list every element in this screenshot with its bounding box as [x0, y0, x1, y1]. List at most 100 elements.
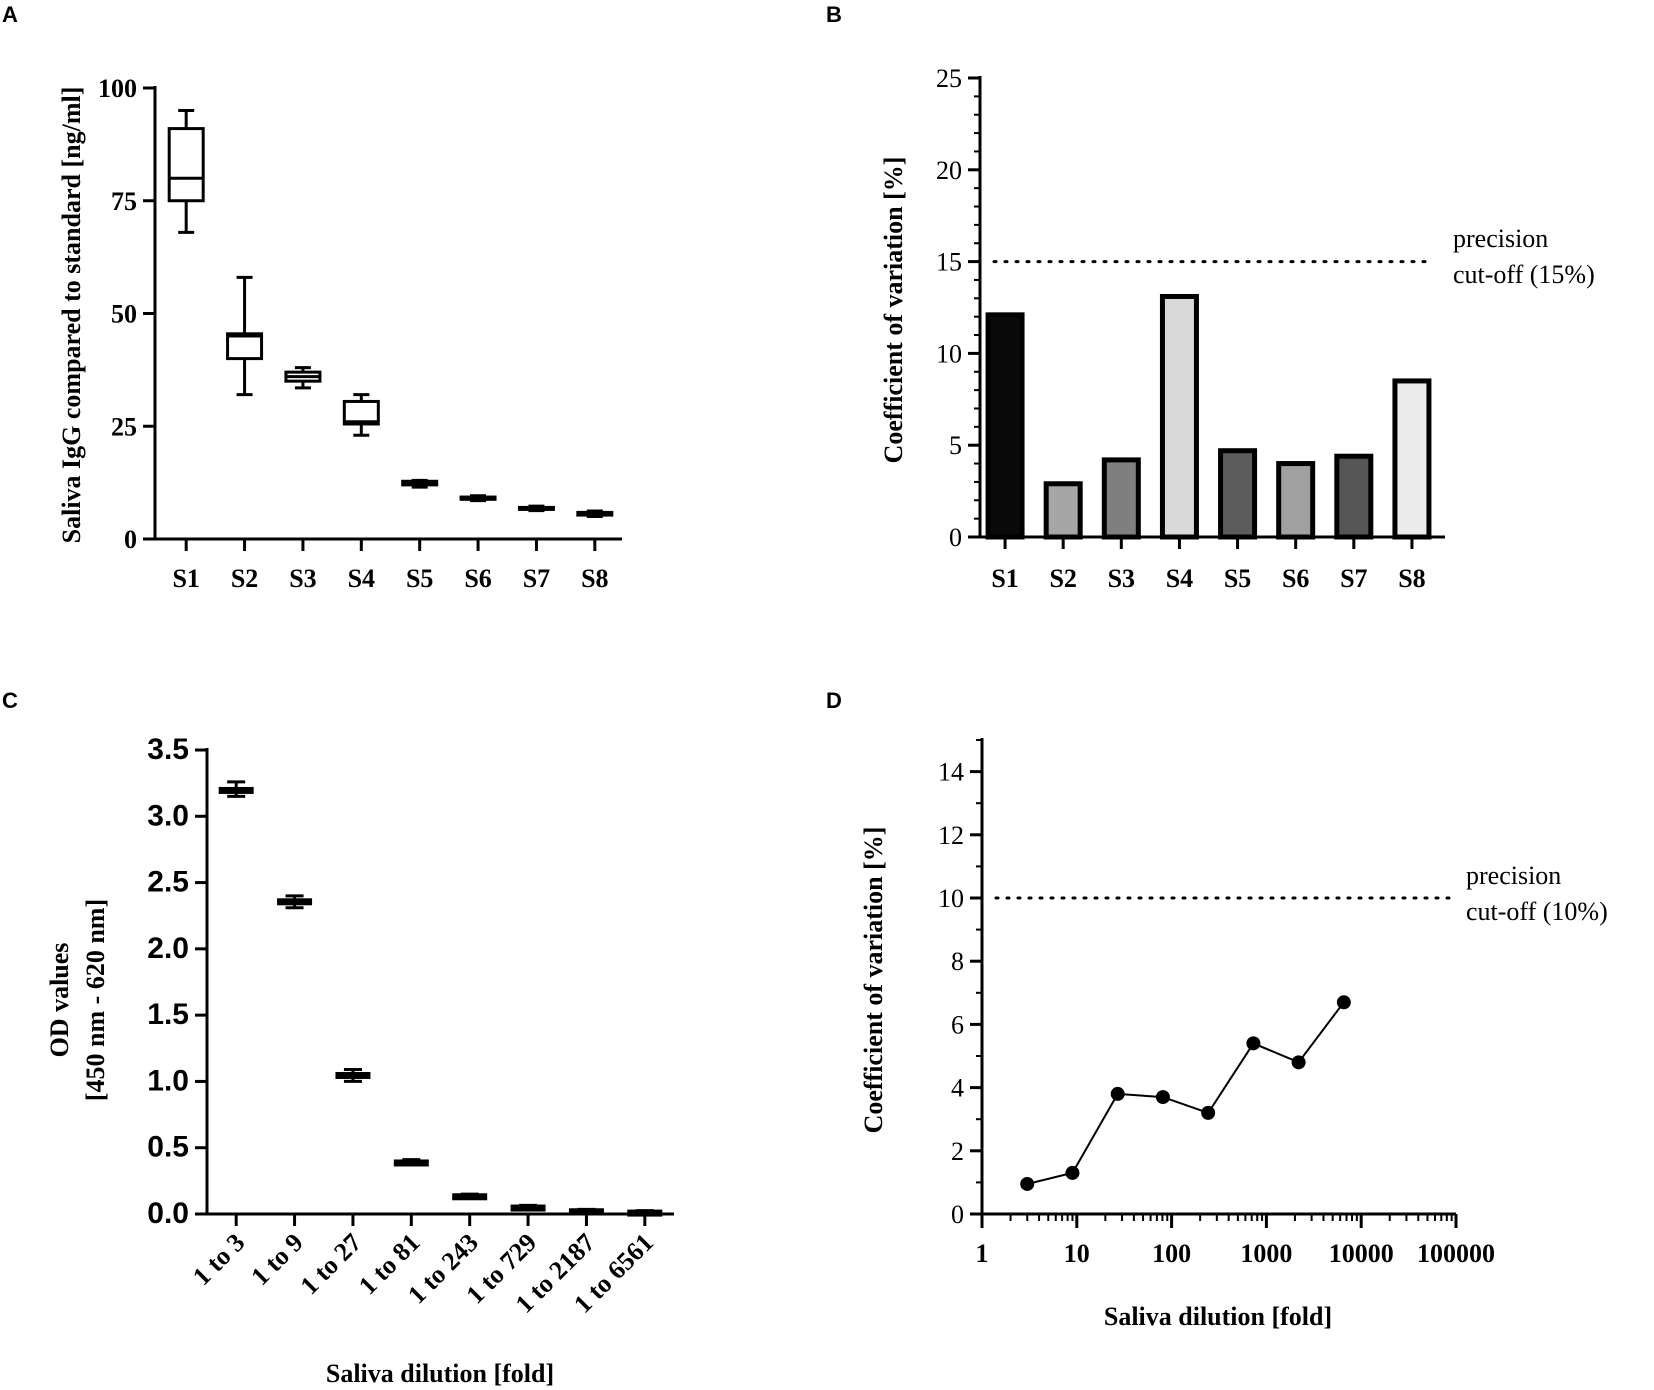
chart-d-y-tick-label: 0 [951, 1200, 964, 1229]
chart-a-box-rect [167, 127, 205, 203]
chart-c-box-rect [335, 1071, 371, 1079]
chart-b-ylabel: Coefficient of variation [%] [879, 157, 908, 464]
chart-c-box-rect [393, 1159, 429, 1167]
chart-a-y-tick-label: 50 [111, 300, 137, 329]
chart-a-y-tick-label: 100 [98, 74, 137, 103]
chart-d-y-tick-label: 2 [951, 1137, 964, 1166]
chart-c-marks [218, 780, 663, 1217]
chart-d-x-tick-label: 10 [1064, 1239, 1090, 1268]
chart-d-point [1201, 1105, 1216, 1120]
chart-d-point [1155, 1090, 1170, 1105]
panel-letter-c: C [2, 688, 18, 713]
chart-b-y-tick-label: 5 [949, 431, 962, 460]
chart-d-ref-label-line2: cut-off (10%) [1466, 897, 1608, 926]
chart-c-y-tick-label: 2.0 [147, 932, 189, 965]
chart-d-y-tick-label: 10 [938, 884, 964, 913]
chart-c-y-tick-label: 1.5 [147, 998, 189, 1031]
chart-b-x-tick-label: S5 [1224, 564, 1251, 593]
chart-d-point [1291, 1055, 1306, 1070]
chart-d-y-tick-label: 14 [938, 758, 964, 787]
chart-a-axes: 0 25 50 75 100 S1 S2 S3 S4 S5 S6 S7 S8 [98, 74, 622, 593]
chart-b: 0 5 10 15 20 25 S1 S2 S3 S4 S5 S6 S7 S8 Coefficient o… [879, 64, 1595, 593]
chart-b-x-tick-label: S4 [1166, 564, 1193, 593]
chart-a-box [342, 393, 380, 437]
chart-c-box [277, 894, 313, 910]
chart-a-x-tick-label: S5 [406, 564, 433, 593]
chart-c-box-rect [510, 1204, 546, 1212]
chart-a: 0 25 50 75 100 S1 S2 S3 S4 S5 S6 S7 S8 Saliva IgG co… [57, 74, 622, 593]
chart-c-box [510, 1203, 546, 1212]
chart-a-box-rect [342, 399, 380, 426]
chart-a-x-tick-label: S1 [172, 564, 199, 593]
chart-c-y-tick-label: 1.0 [147, 1064, 189, 1097]
chart-b-bar [1276, 461, 1316, 540]
panel-letter-d: D [826, 688, 842, 713]
chart-a-y-tick-label: 75 [111, 187, 137, 216]
chart-b-y-tick-label: 25 [936, 64, 962, 93]
chart-a-box-rect [226, 332, 264, 361]
chart-d-y-tick-label: 8 [951, 947, 964, 976]
chart-c-box-rect [627, 1209, 663, 1217]
chart-d-point [1110, 1086, 1125, 1101]
chart-b-bar [1218, 448, 1258, 540]
chart-d-marks [994, 896, 1452, 1191]
chart-d-series-line [1026, 1001, 1345, 1185]
chart-b-bar [1101, 457, 1141, 540]
chart-b-y-tick-label: 15 [936, 248, 962, 277]
chart-c-x-tick-label: 1 to 27 [295, 1228, 368, 1301]
chart-c-box [393, 1158, 429, 1167]
chart-d-x-tick-label: 100000 [1417, 1239, 1495, 1268]
chart-c-xlabel: Saliva dilution [fold] [326, 1359, 554, 1388]
chart-a-y-tick-label: 0 [124, 525, 137, 554]
chart-d: 0 2 4 6 8 10 12 14 1 10 100 1000 10000 100000 Coeffic… [859, 738, 1608, 1331]
chart-d-x-tick-label: 1000 [1240, 1239, 1292, 1268]
chart-c-box-rect [568, 1208, 604, 1216]
chart-c-box [335, 1067, 371, 1083]
chart-a-x-tick-label: S6 [464, 564, 491, 593]
chart-d-y-tick-label: 6 [951, 1010, 964, 1039]
chart-d-point [1246, 1036, 1261, 1051]
chart-c-box [218, 780, 254, 798]
chart-d-y-tick-label: 4 [951, 1074, 964, 1103]
chart-b-y-tick-label: 0 [949, 523, 962, 552]
chart-b-y-tick-label: 10 [936, 339, 962, 368]
chart-d-ylabel: Coefficient of variation [%] [859, 827, 888, 1134]
chart-b-bar [1159, 293, 1199, 540]
chart-c-y-tick-label: 3.0 [147, 799, 189, 832]
chart-b-bar [1334, 453, 1374, 540]
chart-a-ylabel: Saliva IgG compared to standard [ng/ml] [57, 87, 86, 544]
chart-d-point [1336, 995, 1351, 1010]
chart-d-x-tick-label: 10000 [1329, 1239, 1394, 1268]
chart-a-box [459, 494, 497, 503]
chart-a-box [517, 504, 555, 513]
chart-c-y-tick-label: 2.5 [147, 866, 189, 899]
chart-c-x-tick-label: 1 to 3 [187, 1228, 250, 1291]
chart-a-box [284, 366, 322, 390]
chart-b-x-tick-label: S8 [1398, 564, 1425, 593]
chart-b-ref-label-line1: precision [1453, 224, 1548, 253]
chart-c-box-rect [218, 786, 254, 794]
chart-d-y-tick-label: 12 [938, 821, 964, 850]
chart-b-bar [1043, 481, 1083, 540]
chart-a-x-tick-label: S3 [289, 564, 316, 593]
chart-c-y-tick-label: 3.5 [147, 733, 189, 766]
chart-b-x-tick-label: S2 [1049, 564, 1076, 593]
chart-a-marks [167, 109, 614, 518]
panel-letter-a: A [2, 2, 18, 27]
chart-a-y-tick-label: 25 [111, 412, 137, 441]
chart-b-x-tick-label: S6 [1282, 564, 1309, 593]
chart-d-ref-label-line1: precision [1466, 861, 1561, 890]
chart-c-y-tick-label: 0.5 [147, 1131, 189, 1164]
chart-a-x-tick-label: S7 [523, 564, 550, 593]
chart-d-xlabel: Saliva dilution [fold] [1104, 1302, 1332, 1331]
chart-a-x-tick-label: S4 [348, 564, 375, 593]
chart-b-bar [1392, 378, 1432, 540]
chart-c-box-rect [277, 898, 313, 906]
chart-d-axes: 0 2 4 6 8 10 12 14 1 10 100 1000 10000 100000 [938, 738, 1495, 1268]
chart-b-x-tick-label: S3 [1108, 564, 1135, 593]
chart-a-box [167, 109, 205, 234]
chart-c-box [452, 1192, 488, 1201]
chart-d-point [1020, 1176, 1035, 1191]
chart-c-box-rect [452, 1193, 488, 1201]
